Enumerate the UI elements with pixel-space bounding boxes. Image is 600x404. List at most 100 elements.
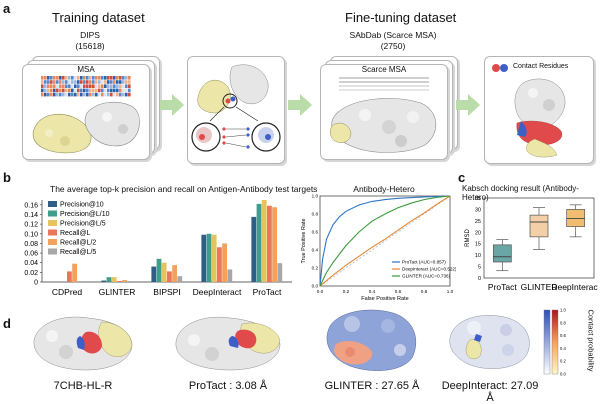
y-tick-label: 0.16 [24, 202, 38, 209]
bar [272, 207, 277, 282]
msa-cell [125, 76, 128, 80]
msa-cell [59, 80, 62, 84]
msa-cell [41, 80, 44, 84]
msa-cell [89, 84, 92, 88]
caption-deepinteract: DeepInteract: 27.09 Å [441, 380, 539, 404]
interface-zoom-diagram [191, 64, 281, 152]
msa-cell [89, 80, 92, 84]
msa-cell [74, 76, 77, 80]
msa-cell [56, 88, 59, 93]
y-tick-label: 0.2 [312, 266, 319, 271]
bar [277, 263, 283, 282]
msa-cell [113, 84, 116, 88]
msa-cell [125, 80, 128, 84]
msa-cell [101, 88, 104, 93]
colorbar-tick-label: 0.6 [560, 333, 566, 338]
msa-cell [41, 84, 44, 88]
msa-cell [44, 76, 47, 80]
msa-cell [128, 88, 131, 93]
arrow-right-icon [288, 94, 312, 116]
x-axis-label: False Positive Rate [361, 296, 408, 302]
msa-cell [62, 80, 65, 84]
msa-cell [68, 80, 71, 84]
msa-cell [122, 92, 125, 97]
msa-cell [68, 92, 71, 97]
msa-cell [77, 92, 80, 97]
msa-cell [77, 84, 80, 88]
msa-cell [44, 88, 47, 93]
msa-cell [119, 76, 122, 80]
structure-glinter [326, 309, 416, 371]
msa-cell [116, 92, 119, 97]
msa-cell [83, 92, 86, 97]
contact-probability-colorbar: 0.0 0.2 0.4 0.6 0.8 1.0 [543, 308, 566, 377]
msa-cell [83, 80, 86, 84]
msa-cell [77, 88, 80, 93]
roc-series-line [319, 195, 451, 287]
bar [206, 233, 212, 282]
colorbar-tick-label: 0.2 [560, 359, 566, 364]
msa-cell [59, 76, 62, 80]
msa-cell [41, 88, 44, 93]
msa-cell [92, 88, 95, 93]
msa-cell [53, 76, 56, 80]
msa-cell [107, 76, 110, 80]
msa-cell [83, 88, 86, 93]
msa-cell [80, 84, 83, 88]
msa-cell [116, 84, 119, 88]
bar [261, 200, 267, 282]
sabdab-name: SAbDab (Scarce MSA) [349, 30, 437, 40]
x-category-label: CDPred [52, 287, 83, 297]
msa-cell [74, 84, 77, 88]
box [529, 214, 549, 238]
msa-cell [113, 92, 116, 97]
y-tick-label: 0.6 [312, 230, 319, 235]
msa-cell [107, 88, 110, 93]
msa-cell [44, 84, 47, 88]
panel-b-letter: b [3, 170, 11, 185]
x-tick-label: 0.4 [369, 289, 376, 294]
msa-cell [116, 80, 119, 84]
msa-cell [110, 84, 113, 88]
bar-chart-title: The average top-k precision and recall o… [50, 184, 318, 194]
msa-cell [77, 80, 80, 84]
msa-cell [116, 76, 119, 80]
msa-cell [107, 92, 110, 97]
msa-cell [104, 84, 107, 88]
roc-series-line [319, 195, 451, 287]
msa-cell [89, 88, 92, 93]
msa-cell [53, 92, 56, 97]
legend-swatch [48, 210, 57, 217]
msa-cell [95, 80, 98, 84]
msa-cell [56, 84, 59, 88]
y-tick-label: 30 [475, 207, 481, 213]
msa-cell [110, 92, 113, 97]
caption-protact: ProTact : 3.08 Å [188, 380, 268, 392]
msa-cell [95, 76, 98, 80]
msa-cell [59, 88, 62, 93]
x-tick-label: 0.0 [317, 289, 324, 294]
msa-cell [119, 84, 122, 88]
bar [177, 276, 183, 282]
contact-residues-label: Contact Residues [513, 63, 569, 70]
msa-cell [119, 92, 122, 97]
msa-cell [86, 84, 89, 88]
msa-cell [74, 80, 77, 84]
x-category-label: GLINTER [521, 282, 558, 292]
msa-cell [71, 88, 74, 93]
msa-cell [98, 88, 101, 93]
msa-cell [98, 80, 101, 84]
caption-glinter: GLINTER : 27.65 Å [324, 380, 420, 392]
legend-label: Recall@L [60, 230, 91, 237]
y-tick-label: 0.14 [24, 212, 38, 219]
legend-swatch [48, 201, 57, 207]
msa-cell [41, 76, 44, 80]
contact-residues-structure [514, 78, 566, 158]
msa-cell [83, 84, 86, 88]
msa-cell [74, 88, 77, 93]
bar [227, 269, 233, 282]
msa-cell [56, 80, 59, 84]
panel-d-letter: d [3, 316, 11, 331]
msa-cell [80, 88, 83, 93]
bar [111, 277, 117, 282]
